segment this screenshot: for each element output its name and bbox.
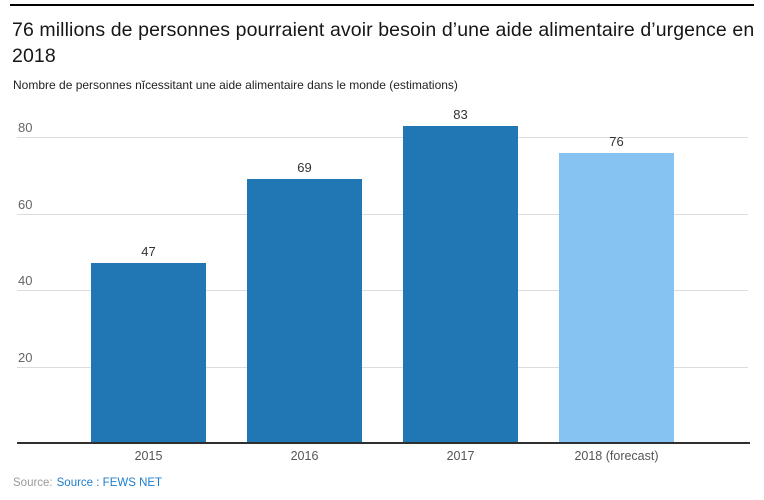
x-tick-label: 2015 <box>134 449 163 463</box>
x-tick-label: 2017 <box>446 449 475 463</box>
gridline <box>17 137 748 138</box>
y-tick-label: 60 <box>18 197 33 212</box>
bar-value-label: 83 <box>453 107 468 122</box>
bar <box>247 179 362 443</box>
y-tick-label: 20 <box>18 350 33 365</box>
bar-value-label: 47 <box>141 244 156 259</box>
bar-value-label: 69 <box>297 160 312 175</box>
chart-subtitle: Nombre de personnes nĭcessitant une aide… <box>13 78 458 92</box>
x-axis-line <box>17 442 750 444</box>
y-tick-label: 40 <box>18 273 33 288</box>
gridline <box>17 290 748 291</box>
chart-title: 76 millions de personnes pourraient avoi… <box>12 19 755 67</box>
top-divider <box>10 4 754 6</box>
x-tick-label: 2018 (forecast) <box>574 449 659 463</box>
x-tick-label: 2016 <box>290 449 319 463</box>
y-tick-label: 80 <box>18 120 33 135</box>
source-link[interactable]: Source : FEWS NET <box>56 477 163 489</box>
bar <box>403 126 518 443</box>
gridline <box>17 214 748 215</box>
source-row: Source: Source : FEWS NET <box>13 477 162 489</box>
bar-value-label: 76 <box>609 134 624 149</box>
source-prefix-label: Source: <box>13 477 53 489</box>
gridline <box>17 367 748 368</box>
bar <box>559 153 674 443</box>
bar <box>91 263 206 443</box>
